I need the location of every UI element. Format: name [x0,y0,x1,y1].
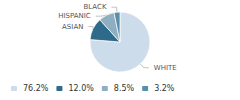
svg-text:ASIAN: ASIAN [62,23,83,31]
svg-text:3.2%: 3.2% [154,84,175,93]
svg-text:8.5%: 8.5% [114,84,135,93]
svg-text:76.2%: 76.2% [23,84,49,93]
svg-text:WHITE: WHITE [154,64,177,72]
svg-text:BLACK: BLACK [83,3,106,11]
svg-text:12.0%: 12.0% [68,84,94,93]
svg-text:HISPANIC: HISPANIC [58,12,91,20]
